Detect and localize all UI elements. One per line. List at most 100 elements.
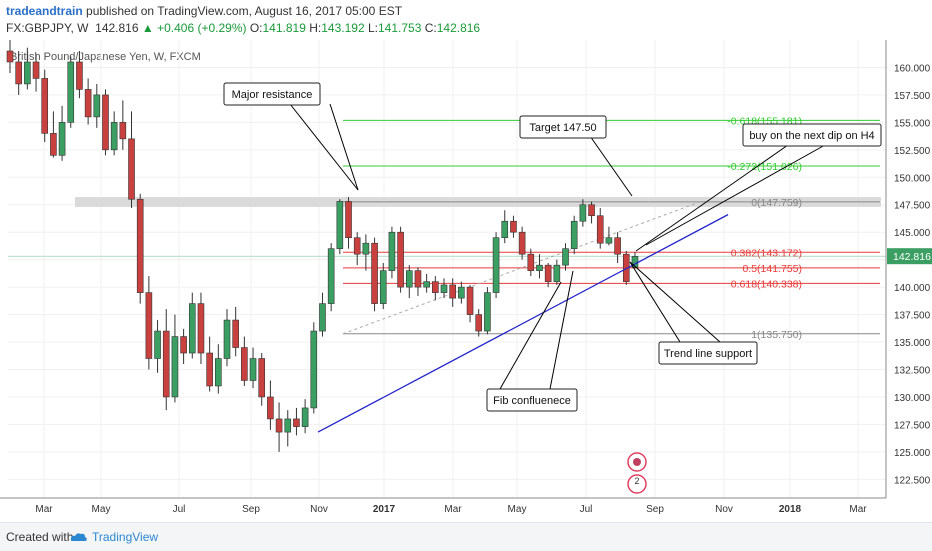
candle-body	[579, 204, 587, 222]
ohlc-low: 141.753	[377, 21, 422, 35]
candle-body	[197, 303, 205, 354]
x-tick-label: Jul	[173, 504, 186, 515]
candle-body	[188, 303, 196, 354]
x-tick-label: Mar	[444, 504, 462, 515]
candle-body	[171, 336, 179, 398]
y-tick-label: 137.500	[894, 311, 931, 322]
tradingview-brand-link[interactable]: TradingView	[92, 530, 159, 544]
trend-line	[317, 214, 729, 433]
annotation-text: Major resistance	[232, 89, 313, 101]
candle-body	[154, 330, 161, 359]
y-tick-label: 140.000	[894, 283, 931, 294]
candle-body	[353, 237, 361, 255]
candle-body	[223, 319, 231, 359]
candle-body	[232, 319, 239, 348]
price-change: ▲ +0.406 (+0.29%)	[141, 21, 247, 35]
y-tick-label: 122.500	[894, 475, 931, 486]
candle-body	[397, 231, 404, 288]
annotation-pointer	[589, 135, 633, 197]
ohlc-open: 141.819	[262, 21, 306, 35]
candle-body	[466, 286, 474, 315]
annotation-pointer	[289, 103, 359, 191]
created-with-text: Created with	[6, 530, 74, 544]
candle-body	[536, 264, 543, 271]
candle-body	[484, 292, 491, 332]
annotation-pointer	[635, 144, 789, 252]
candle-body	[544, 264, 552, 282]
candle-body	[241, 347, 248, 381]
candle-body	[414, 270, 422, 288]
candle-body	[423, 281, 430, 288]
y-tick-label: 130.000	[894, 393, 931, 404]
candle-body	[371, 242, 378, 304]
event-marker	[627, 474, 647, 494]
candle-body	[6, 50, 14, 63]
annotation-text: Trend line support	[664, 348, 752, 360]
candle-body	[614, 237, 621, 255]
fib-level-label: 0.618(140.338)	[731, 278, 802, 290]
candle-body	[458, 286, 465, 299]
y-tick-label: 152.500	[894, 146, 931, 157]
candle-body	[327, 248, 335, 304]
candle-body	[41, 78, 49, 134]
fib-level-label: -0.272(151.026)	[727, 161, 802, 173]
y-tick-label: 150.000	[894, 173, 931, 184]
candle-body	[310, 330, 318, 409]
candle-body	[128, 138, 135, 200]
ohlc-l-label: L:	[367, 21, 378, 35]
fib-level-label: 0.382(143.172)	[731, 247, 802, 259]
annotation-pointer	[629, 261, 721, 343]
author-link[interactable]: tradeandtrain	[6, 4, 83, 18]
annotation-box	[658, 341, 758, 365]
candle-body	[162, 330, 170, 398]
annotation-box	[742, 123, 882, 147]
candle-body	[15, 61, 22, 85]
annotation-box	[223, 82, 321, 106]
ohlc-o-label: O:	[249, 21, 263, 35]
candle-body	[32, 61, 40, 79]
candle-body	[492, 237, 500, 293]
candle-body	[215, 358, 222, 387]
tradingview-cloud-icon	[70, 533, 87, 541]
candle-body	[284, 418, 292, 433]
candle-body	[267, 396, 274, 420]
annotation-pointer	[499, 281, 562, 390]
candle-body	[596, 215, 604, 244]
y-tick-label: 155.000	[894, 118, 931, 129]
candle-body	[518, 231, 526, 255]
x-tick-label: May	[508, 504, 527, 515]
fib-level-label: 0(147.759)	[751, 197, 802, 209]
candle-body	[110, 122, 118, 151]
y-tick-label: 147.500	[894, 201, 931, 212]
candle-body	[553, 264, 561, 282]
candle-body	[102, 94, 109, 151]
candle-body	[570, 220, 578, 249]
annotation-pointer	[629, 261, 681, 343]
annotation-text: Fib confluenece	[493, 395, 571, 407]
y-tick-label: 135.000	[894, 338, 931, 349]
annotation-text: buy on the next dip on H4	[749, 130, 874, 142]
x-tick-label: Mar	[35, 504, 53, 515]
x-tick-label: Jul	[580, 504, 593, 515]
candle-body	[93, 94, 101, 118]
candle-body	[440, 284, 448, 293]
candle-body	[562, 248, 569, 266]
candle-body	[180, 336, 187, 354]
chart-title: British Pound/Japanese Yen, W, FXCM	[10, 51, 201, 63]
candle-body	[449, 284, 456, 299]
x-tick-label: 2018	[779, 504, 802, 515]
last-price: 142.816	[95, 21, 139, 35]
ohlc-close: 142.816	[436, 21, 481, 35]
candle-body	[76, 61, 83, 90]
y-tick-label: 127.500	[894, 420, 931, 431]
x-tick-label: Sep	[242, 504, 260, 515]
candle-body	[249, 358, 257, 381]
candle-body	[84, 89, 92, 118]
candle-body	[58, 122, 66, 156]
candle-body	[136, 198, 144, 293]
y-tick-label: 157.500	[894, 91, 931, 102]
candlestick-chart[interactable]: British Pound/Japanese Yen, W, FXCM Mar M…	[0, 0, 932, 522]
candle-body	[67, 61, 75, 123]
candle-body	[50, 133, 57, 156]
candle-body	[605, 237, 613, 244]
